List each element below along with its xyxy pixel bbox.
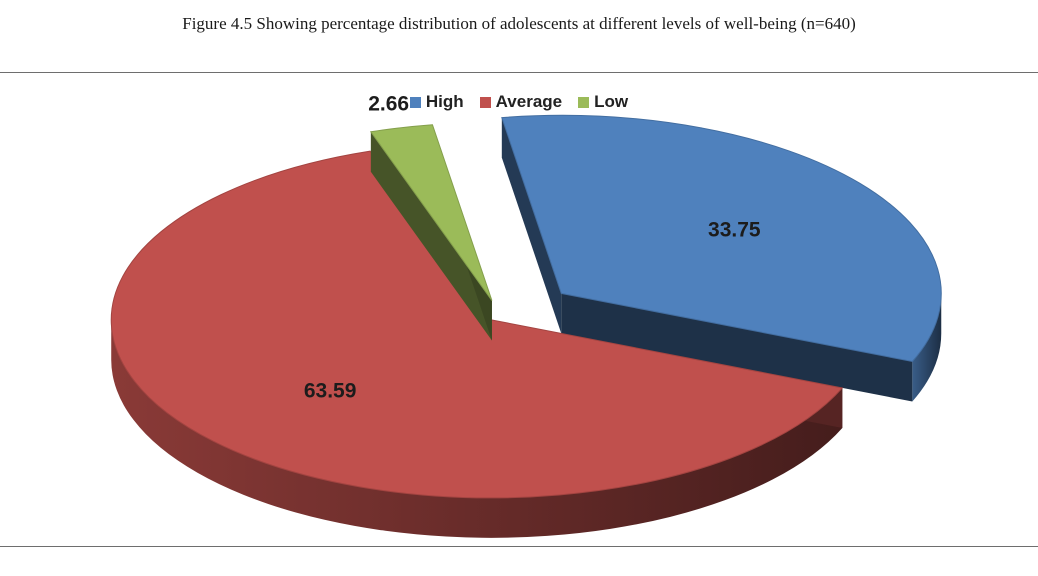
pie-slice-high	[501, 114, 942, 402]
legend-item-average: Average	[479, 92, 563, 112]
chart-legend: High Average Low	[0, 92, 1038, 112]
legend-swatch-low	[578, 96, 590, 108]
legend-item-low: Low	[578, 92, 628, 112]
pie-top-low	[369, 124, 493, 301]
pie-top-average	[110, 150, 844, 499]
pie-top-high	[501, 114, 942, 363]
bottom-rule	[0, 546, 1038, 547]
data-label-low: 2.66	[368, 92, 409, 115]
legend-swatch-high	[409, 96, 421, 108]
legend-swatch-average	[479, 96, 491, 108]
pie-slice-average	[110, 150, 844, 538]
pie-face-end-high	[561, 293, 913, 402]
legend-label-high: High	[425, 92, 464, 111]
top-rule	[0, 72, 1038, 73]
data-label-average: 63.59	[304, 379, 357, 402]
figure-caption: Figure 4.5 Showing percentage distributi…	[182, 14, 856, 33]
legend-label-average: Average	[495, 92, 563, 111]
pie-face-start-low	[370, 131, 492, 341]
data-label-high: 33.75	[708, 218, 761, 241]
legend-item-high: High	[409, 92, 464, 112]
legend-label-low: Low	[594, 92, 629, 111]
pie-wall-average	[111, 319, 843, 538]
pie-wall-high	[912, 293, 942, 402]
pie-slice-low	[369, 124, 493, 341]
pie-face-start-high	[501, 117, 562, 334]
